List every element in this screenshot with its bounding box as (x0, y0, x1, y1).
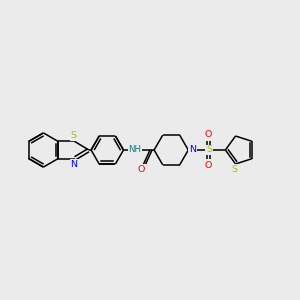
Text: O: O (137, 165, 145, 174)
Text: S: S (206, 146, 212, 154)
Text: S: S (71, 131, 77, 140)
Text: NH: NH (128, 145, 142, 154)
Text: N: N (189, 146, 196, 154)
Text: O: O (205, 130, 212, 139)
Text: O: O (205, 161, 212, 170)
Text: N: N (70, 160, 77, 169)
Text: S: S (231, 165, 237, 174)
